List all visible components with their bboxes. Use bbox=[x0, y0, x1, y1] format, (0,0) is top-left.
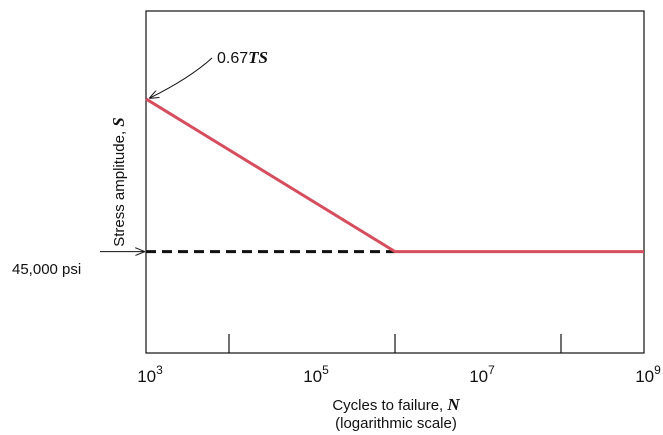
x-tick-label: 107 bbox=[469, 363, 495, 386]
x-tick-label: 103 bbox=[137, 363, 163, 386]
y-axis-label: Stress amplitude, S bbox=[109, 117, 128, 247]
series-layer bbox=[145, 97, 644, 254]
x-axis-scale-note: (logarithmic scale) bbox=[335, 415, 457, 432]
x-major-tick-labels: 103 105 107 109 bbox=[137, 363, 661, 386]
ts-annotation-arrow bbox=[150, 57, 213, 98]
ts-annotation-label: 0.67TS bbox=[217, 48, 268, 67]
x-tick-label: 109 bbox=[635, 363, 661, 386]
x-axis-label: Cycles to failure, N bbox=[332, 395, 460, 414]
psi-annotation-label: 45,000 psi bbox=[12, 261, 81, 278]
x-tick-label: 105 bbox=[303, 363, 329, 386]
series-line-solid bbox=[145, 97, 644, 254]
x-minor-ticks bbox=[228, 334, 562, 353]
